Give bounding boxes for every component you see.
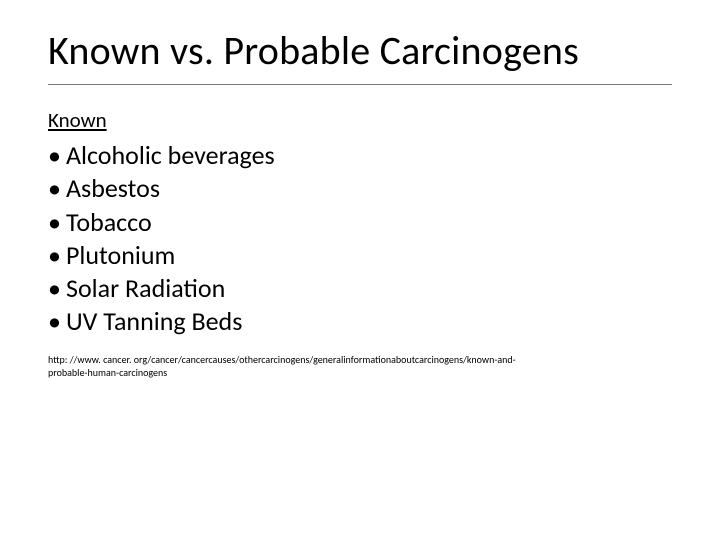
slide-title: Known vs. Probable Carcinogens [48,28,672,74]
title-divider [48,84,672,85]
list-item: Alcoholic beverages [48,139,672,172]
list-item: UV Tanning Beds [48,305,672,338]
source-citation: http: //www. cancer. org/cancer/cancerca… [48,353,608,380]
section-subheading: Known [48,107,672,133]
list-item: Asbestos [48,172,672,205]
list-item: Solar Radiation [48,272,672,305]
bullet-list: Alcoholic beverages Asbestos Tobacco Plu… [48,139,672,339]
slide: Known vs. Probable Carcinogens Known Alc… [0,0,720,540]
source-line: http: //www. cancer. org/cancer/cancerca… [48,353,516,366]
list-item: Tobacco [48,206,672,239]
source-line: probable-human-carcinogens [48,366,167,379]
list-item: Plutonium [48,239,672,272]
